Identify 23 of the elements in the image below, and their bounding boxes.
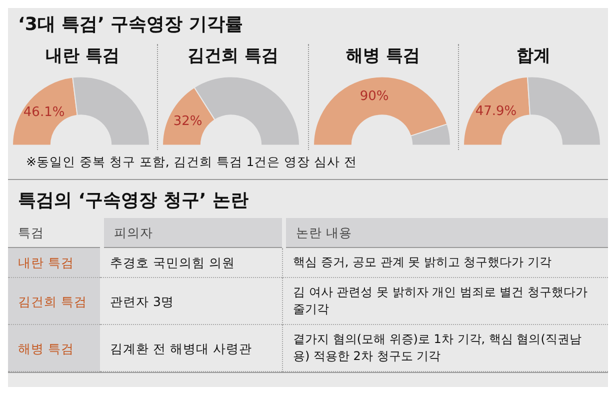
text: 김계환 전 해병대 사령관 (100, 325, 282, 372)
text: 논란 내용 (286, 218, 608, 248)
chart-title: 김건희 특검 (186, 45, 280, 68)
text: 특검 (8, 218, 100, 248)
text: 내란 특검 (8, 248, 100, 278)
data-label: 47.9% (475, 104, 516, 119)
text: ‘3대 특검’ 구속영장 기각률 (17, 13, 244, 37)
text: 피의자 (104, 218, 282, 248)
text: 특검의 ‘구속영장 청구’ 논란 (8, 179, 608, 218)
text: 해병 특검 (8, 325, 100, 372)
data-label: 32% (174, 114, 202, 129)
text: 관련자 3명 (100, 278, 282, 325)
chart-title: 합계 (515, 45, 552, 68)
text: ※동일인 중복 청구 포함, 김건희 특검 1건은 영장 심사 전 (25, 153, 358, 171)
text: 김 여사 관련성 못 밝히자 개인 범죄로 별건 청구했다가 줄기각 (282, 278, 608, 325)
chart-title: 내란 특검 (44, 45, 121, 68)
text: 곁가지 혐의(모해 위증)로 1차 기각, 핵심 혐의(직권남용) 적용한 2차 청구도 기각 (282, 325, 608, 372)
text: 핵심 증거, 공모 관계 못 밝히고 청구했다가 기각 (282, 248, 608, 278)
text: 김건희 특검 (8, 278, 100, 325)
data-label: 90% (359, 88, 388, 104)
data-label: 46.1% (23, 104, 65, 120)
chart-title: 해병 특검 (345, 45, 422, 68)
text: 추경호 국민의힘 의원 (100, 248, 282, 278)
